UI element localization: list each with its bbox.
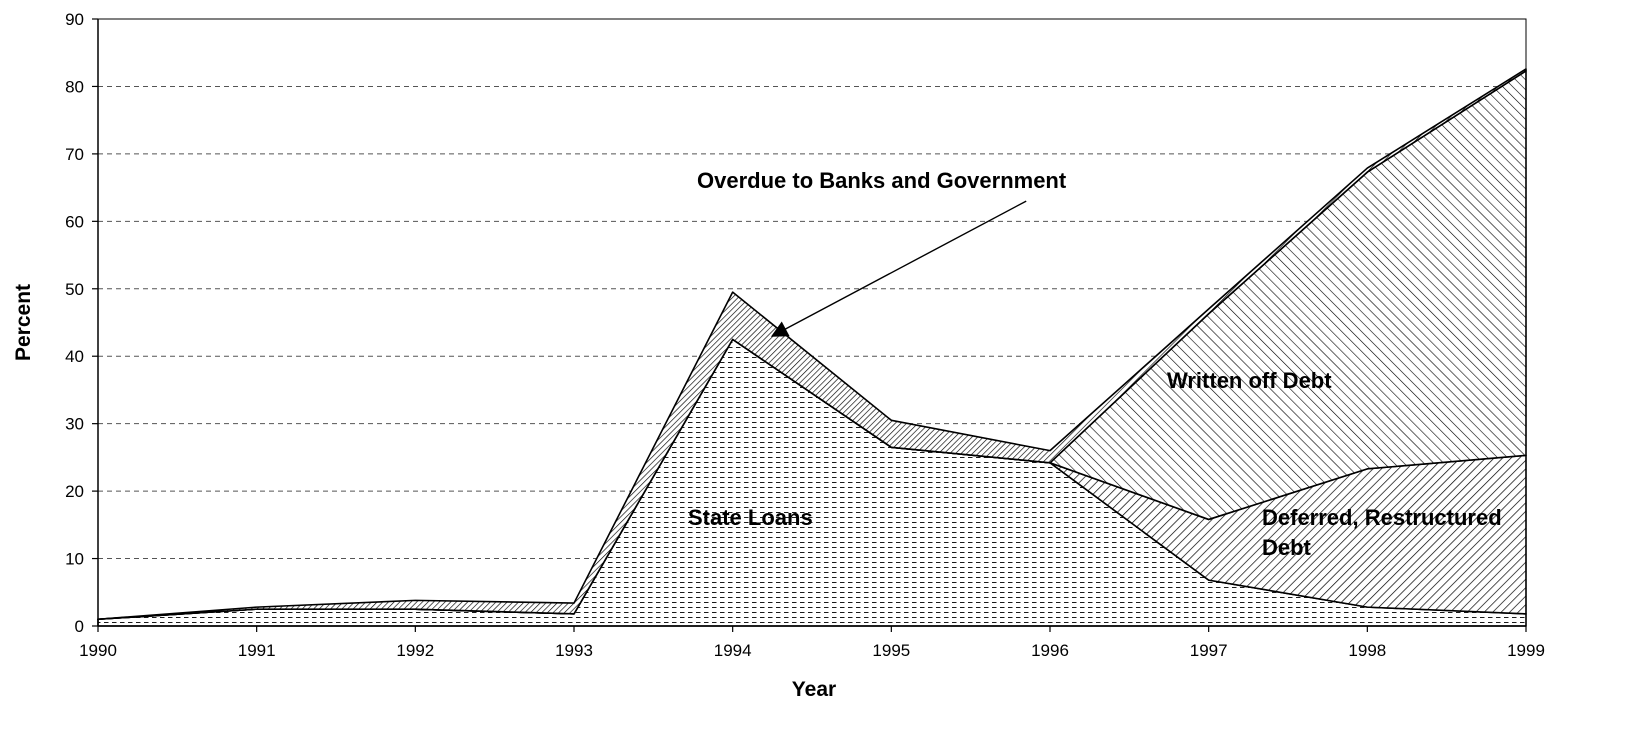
x-tick-label: 1999 xyxy=(1507,641,1545,660)
x-tick-label: 1992 xyxy=(396,641,434,660)
y-tick-label: 0 xyxy=(75,617,84,636)
overdue-label: Overdue to Banks and Government xyxy=(697,168,1067,193)
stacked-areas xyxy=(97,68,1527,627)
y-tick-label: 40 xyxy=(65,347,84,366)
y-ticks: 0 10 20 30 40 50 60 70 80 90 xyxy=(65,10,98,636)
x-tick-label: 1997 xyxy=(1190,641,1228,660)
deferred-restructured-label-line2: Debt xyxy=(1262,535,1312,560)
y-tick-label: 80 xyxy=(65,77,84,96)
deferred-restructured-label-line1: Deferred, Restructured xyxy=(1262,505,1502,530)
y-tick-label: 60 xyxy=(65,212,84,231)
y-axis-title: Percent xyxy=(12,284,35,361)
x-axis-title: Year xyxy=(792,678,836,701)
x-tick-label: 1994 xyxy=(714,641,752,660)
annotations: State Loans Written off Debt Deferred, R… xyxy=(688,168,1502,560)
x-tick-label: 1995 xyxy=(872,641,910,660)
y-tick-label: 30 xyxy=(65,415,84,434)
y-tick-label: 20 xyxy=(65,482,84,501)
x-tick-label: 1996 xyxy=(1031,641,1069,660)
state-loans-label: State Loans xyxy=(688,505,813,530)
overdue-arrow xyxy=(770,200,1027,337)
written-off-debt-label: Written off Debt xyxy=(1167,368,1332,393)
x-ticks: 1990 1991 1992 1993 1994 1995 1996 1997 1998 1999 xyxy=(79,626,1545,660)
y-tick-label: 50 xyxy=(65,280,84,299)
x-tick-label: 1991 xyxy=(238,641,276,660)
x-tick-label: 1993 xyxy=(555,641,593,660)
y-tick-label: 90 xyxy=(65,10,84,29)
x-tick-label: 1998 xyxy=(1348,641,1386,660)
y-tick-label: 10 xyxy=(65,550,84,569)
x-tick-label: 1990 xyxy=(79,641,117,660)
y-tick-label: 70 xyxy=(65,145,84,164)
